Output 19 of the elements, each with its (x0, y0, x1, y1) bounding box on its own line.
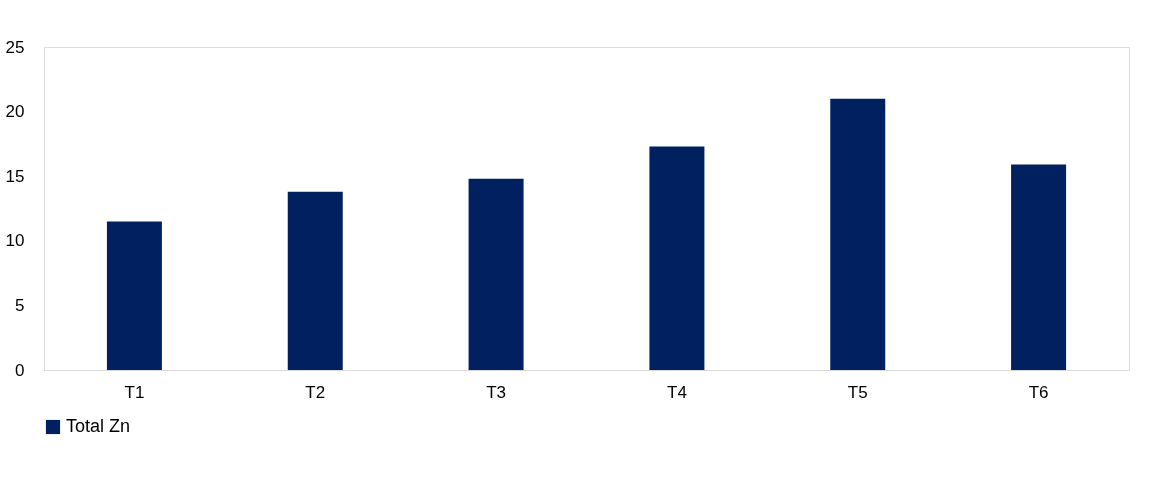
x-tick-label: T1 (124, 382, 145, 402)
x-tick-label: T2 (305, 382, 326, 402)
y-tick-label: 20 (5, 102, 25, 122)
y-tick-label: 5 (15, 295, 25, 315)
bar (468, 178, 524, 370)
y-tick-label: 25 (5, 37, 25, 57)
bar (1011, 164, 1067, 370)
bar (106, 221, 162, 370)
legend-label: Total Zn (66, 416, 131, 436)
x-tick-label: T3 (486, 382, 507, 402)
x-tick-label: T4 (666, 382, 687, 402)
y-tick-label: 15 (5, 166, 25, 186)
bar (287, 191, 343, 370)
bar (649, 146, 705, 370)
x-tick-label: T6 (1028, 382, 1049, 402)
y-tick-label: 10 (5, 231, 25, 251)
y-tick-label: 0 (15, 360, 25, 380)
bar (830, 98, 886, 370)
x-tick-label: T5 (847, 382, 868, 402)
